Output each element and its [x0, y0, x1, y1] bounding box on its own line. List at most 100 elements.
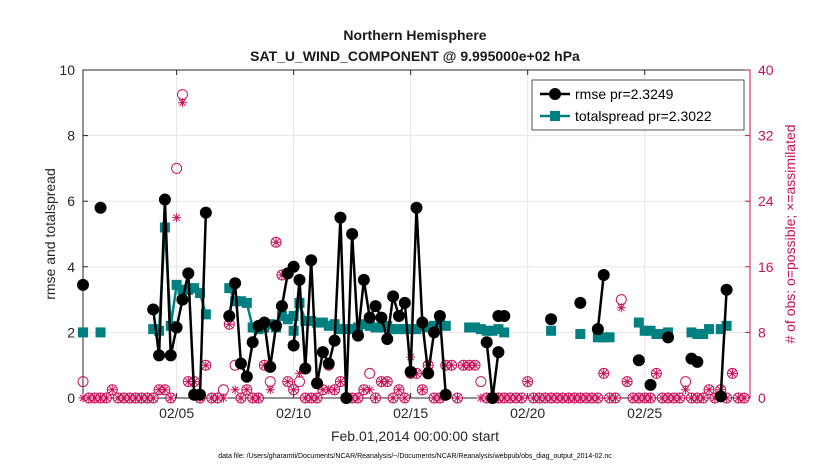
- x-tick-label: 02/05: [159, 405, 194, 421]
- totalspread-point: [358, 319, 369, 330]
- rmse-point: [334, 211, 347, 224]
- totalspread-point: [95, 327, 106, 338]
- obs-assimilated-marker: [365, 385, 375, 395]
- totalspread-point: [721, 320, 732, 331]
- obs-assimilated-marker: [400, 393, 410, 403]
- obs-assimilated-marker: [669, 393, 679, 403]
- obs-assimilated-marker: [447, 360, 457, 370]
- obs-assimilated-marker: [599, 368, 609, 378]
- obs-assimilated-marker: [640, 393, 650, 403]
- obs-assimilated-marker: [435, 393, 445, 403]
- obs-assimilated-marker: [306, 393, 316, 403]
- totalspread-point: [276, 311, 287, 321]
- rmse-point: [498, 310, 511, 322]
- totalspread-point: [148, 324, 159, 335]
- obs-assimilated-marker: [137, 393, 147, 403]
- totalspread-point: [341, 324, 352, 335]
- obs-assimilated-marker: [177, 98, 187, 108]
- totalspread-point: [493, 324, 504, 335]
- totalspread-point: [189, 283, 200, 294]
- totalspread-point: [692, 329, 703, 340]
- rmse-point: [311, 377, 324, 390]
- totalspread-point: [715, 324, 726, 335]
- obs-possible-marker: [77, 376, 89, 388]
- obs-assimilated-marker: [78, 393, 88, 403]
- rmse-point: [287, 260, 300, 273]
- totalspread-point: [633, 317, 644, 328]
- obs-assimilated-marker: [312, 393, 322, 403]
- rmse-point: [404, 365, 417, 378]
- obs-assimilated-marker: [160, 385, 170, 395]
- obs-assimilated-marker: [412, 368, 421, 378]
- totalspread-point: [411, 324, 422, 335]
- rmse-point: [363, 311, 376, 324]
- obs-assimilated-marker: [113, 393, 123, 403]
- obs-possible-marker: [522, 376, 534, 388]
- totalspread-point: [423, 322, 434, 333]
- totalspread-point: [405, 324, 416, 335]
- obs-assimilated-marker: [540, 393, 550, 403]
- obs-possible-marker: [282, 376, 294, 388]
- y2-tick-label: 24: [758, 193, 774, 209]
- totalspread-point: [323, 320, 334, 331]
- rmse-point: [392, 310, 405, 322]
- obs-assimilated-marker: [692, 393, 702, 403]
- y-tick-label: 0: [67, 390, 75, 406]
- obs-assimilated-marker: [213, 393, 223, 403]
- obs-assimilated-marker: [663, 393, 673, 403]
- totalspread-point: [306, 315, 317, 326]
- obs-assimilated-marker: [733, 393, 743, 403]
- rmse-point: [574, 296, 587, 309]
- totalspread-point: [657, 329, 668, 340]
- obs-assimilated-marker: [388, 393, 398, 403]
- y2-tick-label: 32: [758, 128, 774, 144]
- obs-possible-marker: [364, 367, 376, 379]
- obs-assimilated-marker: [564, 393, 574, 403]
- obs-possible-marker: [416, 384, 428, 396]
- obs-assimilated-marker: [218, 393, 228, 403]
- rmse-point: [322, 357, 335, 370]
- obs-assimilated-marker: [552, 393, 562, 403]
- obs-assimilated-marker: [710, 393, 720, 403]
- rmse-point: [153, 349, 166, 362]
- rmse-point: [275, 300, 288, 313]
- obs-assimilated-marker: [254, 393, 264, 403]
- totalspread-point: [481, 325, 492, 336]
- totalspread-point: [282, 314, 293, 325]
- totalspread-point: [288, 325, 299, 336]
- obs-assimilated-marker: [511, 393, 521, 403]
- obs-assimilated-marker: [230, 385, 240, 395]
- totalspread-point: [388, 324, 399, 335]
- obs-assimilated-marker: [704, 385, 714, 395]
- x-tick-label: 02/20: [510, 405, 545, 421]
- obs-assimilated-marker: [142, 393, 152, 403]
- totalspread-point: [651, 329, 662, 340]
- rmse-point: [328, 334, 341, 347]
- rmse-point: [182, 267, 195, 280]
- rmse-point: [545, 313, 558, 326]
- obs-assimilated-marker: [207, 393, 217, 403]
- obs-assimilated-marker: [294, 368, 304, 378]
- rmse-point: [147, 303, 160, 316]
- obs-assimilated-marker: [324, 385, 334, 395]
- obs-assimilated-marker: [90, 393, 100, 403]
- y2-tick-label: 0: [758, 390, 766, 406]
- obs-assimilated-marker: [183, 377, 193, 387]
- obs-assimilated-marker: [634, 393, 644, 403]
- obs-assimilated-marker: [259, 360, 269, 370]
- obs-assimilated-marker: [318, 385, 328, 395]
- rmse-point: [492, 346, 505, 359]
- rmse-point: [416, 316, 429, 329]
- obs-assimilated-marker: [581, 393, 591, 403]
- obs-assimilated-marker: [646, 393, 656, 403]
- obs-assimilated-marker: [148, 393, 158, 403]
- obs-assimilated-marker: [248, 393, 258, 403]
- rmse-point: [340, 392, 353, 404]
- obs-assimilated-marker: [575, 393, 585, 403]
- totalspread-point: [639, 325, 650, 336]
- obs-assimilated-marker: [605, 393, 615, 403]
- totalspread-point: [487, 325, 498, 336]
- totalspread-point: [177, 284, 188, 295]
- obs-assimilated-marker: [236, 393, 246, 403]
- obs-possible-marker: [106, 384, 118, 396]
